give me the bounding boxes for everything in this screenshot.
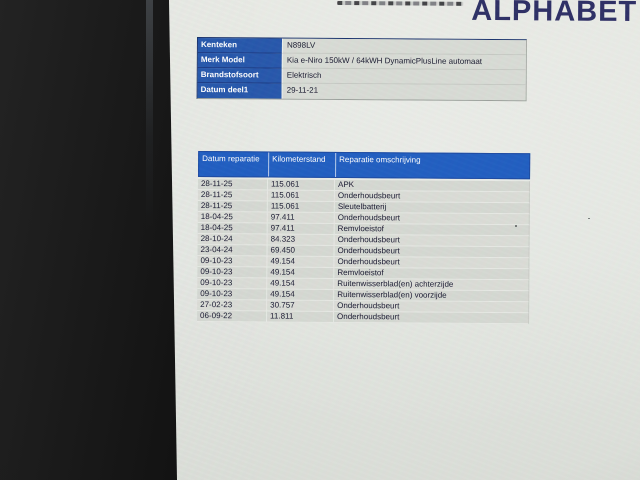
odometer-cell: 11.811 <box>267 311 335 323</box>
repair-description-cell: Onderhoudsbeurt <box>334 311 530 325</box>
vehicle-info-label: Brandstofsoort <box>197 67 282 84</box>
odometer-cell: 49.154 <box>267 289 335 301</box>
repair-history-table: Datum reparatie Kilometerstand Reparatie… <box>197 150 531 325</box>
brand-model-value: Kia e-Niro 150kW / 64kWH DynamicPlusLine… <box>281 53 526 71</box>
vehicle-info-label: Merk Model <box>197 52 282 69</box>
table-row: Datum deel1 29-11-21 <box>197 82 526 101</box>
alphabet-logo: ALPHABET <box>471 0 638 29</box>
column-header-odometer: Kilometerstand <box>269 152 337 177</box>
vehicle-info-table: Kenteken N898LV Merk Model Kia e-Niro 15… <box>196 36 528 102</box>
repair-date-cell: 09-10-23 <box>197 255 268 268</box>
odometer-cell: 84.323 <box>267 234 335 246</box>
vehicle-info-label: Kenteken <box>197 37 283 54</box>
column-header-repair-description: Reparatie omschrijving <box>339 154 421 165</box>
license-plate-value: N898LV <box>281 38 527 56</box>
odometer-cell: 69.450 <box>267 245 335 257</box>
cropped-header-text <box>337 0 464 6</box>
odometer-cell: 115.061 <box>267 190 335 202</box>
fuel-type-value: Elektrisch <box>281 68 526 86</box>
repair-date-cell: 28-10-24 <box>197 233 268 246</box>
odometer-cell: 97.411 <box>267 212 335 224</box>
registration-date-value: 29-11-21 <box>281 83 526 101</box>
repair-date-cell: 28-11-25 <box>197 189 268 202</box>
column-header-repair-date: Datum reparatie <box>199 151 270 177</box>
bezel-highlight <box>146 0 153 230</box>
repair-date-cell: 09-10-23 <box>197 288 268 301</box>
odometer-cell: 49.154 <box>267 267 335 279</box>
repair-date-cell: 27-02-23 <box>197 299 268 312</box>
repair-date-cell: 28-11-25 <box>197 178 269 191</box>
table-row: 06-09-22 11.811 Onderhoudsbeurt <box>197 310 530 325</box>
repair-table-body: 28-11-25 115.061 APK 28-11-25 115.061 Onderho… <box>197 178 531 325</box>
repair-date-cell: 18-04-25 <box>197 211 268 224</box>
odometer-cell: 49.154 <box>267 256 335 268</box>
repair-date-cell: 28-11-25 <box>197 200 268 213</box>
repair-date-cell: 09-10-23 <box>197 266 268 279</box>
repair-table-header: Datum reparatie Kilometerstand Reparatie… <box>198 150 531 180</box>
odometer-cell: 49.154 <box>267 278 335 290</box>
dust-speck <box>588 218 590 219</box>
dust-speck <box>515 225 517 227</box>
repair-date-cell: 06-09-22 <box>197 310 268 323</box>
repair-date-cell: 09-10-23 <box>197 277 268 290</box>
repair-date-cell: 23-04-24 <box>197 244 268 257</box>
odometer-cell: 115.061 <box>267 201 335 213</box>
odometer-cell: 115.061 <box>267 179 336 191</box>
odometer-cell: 97.411 <box>267 223 335 235</box>
vehicle-info-label: Datum deel1 <box>197 82 282 99</box>
repair-date-cell: 18-04-25 <box>197 222 268 235</box>
odometer-cell: 30.757 <box>267 300 335 312</box>
